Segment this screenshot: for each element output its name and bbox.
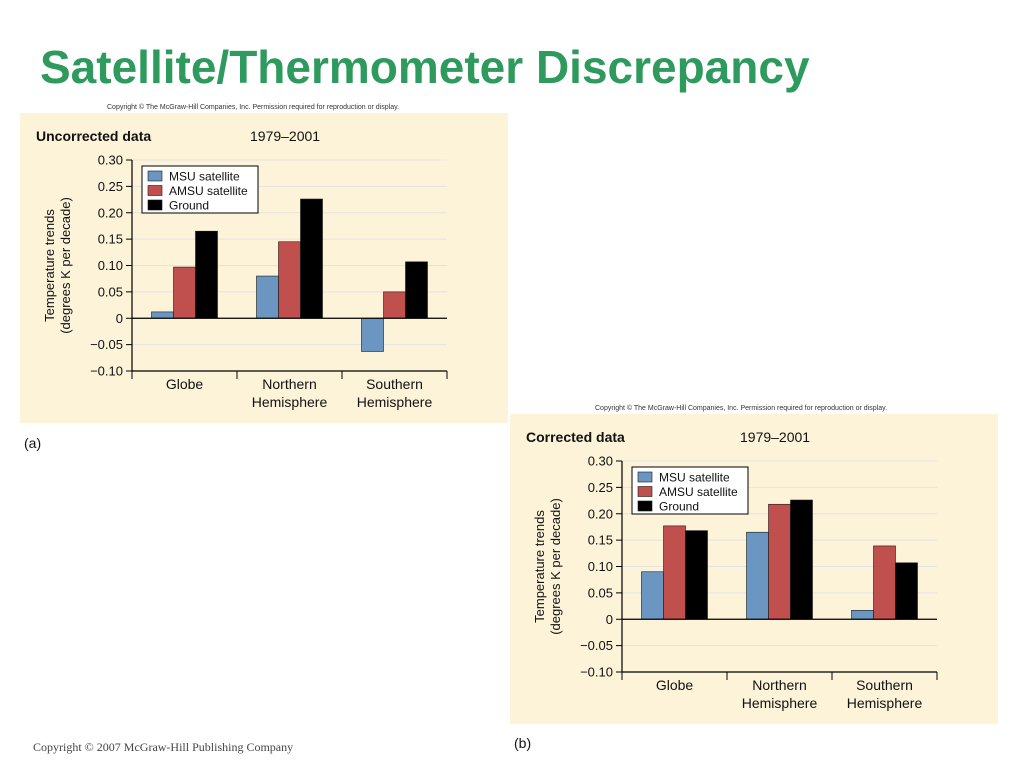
corrected-bar-amsu-satellite [663,525,686,620]
uncorrected-ytick-label: −0.10 [90,364,123,379]
uncorrected-ytick-label: 0 [116,311,123,326]
panel-b-copyright: Copyright © The McGraw-Hill Companies, I… [595,405,888,412]
uncorrected-category-label-line: Hemisphere [357,394,433,410]
corrected-ylabel-line: Temperature trends [532,510,547,623]
corrected-legend-label: MSU satellite [659,471,730,485]
corrected-bar-amsu-satellite [768,503,791,620]
corrected-category-label-line: Southern [856,677,913,693]
uncorrected-legend-swatch [147,199,163,211]
uncorrected-ytick-label: 0.20 [98,205,123,220]
uncorrected-ytick-label: 0.25 [98,179,123,194]
corrected-bar-ground [895,562,918,620]
corrected-legend-swatch [637,486,653,497]
uncorrected-bar-ground [405,261,428,319]
corrected-chart: Corrected data 1979–2001 0.30 0.25 0.20 0.15 0… [510,414,998,724]
uncorrected-category-label-line: Globe [166,376,204,392]
uncorrected-bar-ground [195,230,218,319]
corrected-ytick-label: −0.05 [580,638,613,653]
corrected-ytick-label: 0.10 [588,559,613,574]
uncorrected-ylabel: Temperature trends(degrees K per decade) [42,197,73,334]
uncorrected-legend-swatch [147,170,163,182]
uncorrected-bar-amsu-satellite [173,266,196,319]
uncorrected-bar-ground [300,198,323,319]
corrected-ylabel: Temperature trends(degrees K per decade) [532,498,563,635]
uncorrected-title: Uncorrected data [36,128,151,144]
uncorrected-category-label-line: Hemisphere [252,394,328,410]
corrected-ytick-label: 0.05 [588,585,613,600]
panel-a-label: (a) [24,435,42,451]
uncorrected-chart-panel: Uncorrected data 1979–2001 0.30 0.25 0.20 0.1… [20,113,508,423]
corrected-ytick-label: 0.15 [588,533,613,548]
corrected-category-label: Southern Hemisphere [847,677,923,711]
uncorrected-chart: Uncorrected data 1979–2001 0.30 0.25 0.20 0.1… [20,113,508,423]
corrected-ylabel-line: (degrees K per decade) [548,498,563,635]
uncorrected-legend-label: Ground [169,199,209,213]
uncorrected-bar-amsu-satellite [278,241,301,319]
corrected-bar-ground [790,499,813,620]
uncorrected-ytick-label: 0.15 [98,232,123,247]
panel-b-label: (b) [514,735,532,751]
panel-a-copyright: Copyright © The McGraw-Hill Companies, I… [107,104,400,111]
uncorrected-bar-msu-satellite [151,311,174,319]
corrected-ytick-label: 0.30 [588,454,613,469]
corrected-ytick-label: 0.25 [588,480,613,495]
uncorrected-legend-swatch [147,185,163,196]
corrected-legend-swatch [637,471,653,483]
corrected-legend-label: AMSU satellite [659,485,738,499]
uncorrected-bar-amsu-satellite [383,291,406,319]
slide-title: Satellite/Thermometer Discrepancy [40,41,810,93]
corrected-bar-msu-satellite [746,531,769,620]
uncorrected-bar-msu-satellite [361,317,384,352]
corrected-bar-msu-satellite [851,609,874,620]
uncorrected-category-label: Southern Hemisphere [357,376,433,410]
uncorrected-bar-msu-satellite [256,275,279,319]
corrected-category-label-line: Northern [752,677,806,693]
corrected-category-label-line: Globe [656,677,694,693]
corrected-category-label-line: Hemisphere [742,695,818,711]
corrected-bar-amsu-satellite [873,545,896,620]
uncorrected-ytick-label: 0.05 [98,284,123,299]
uncorrected-category-label-line: Northern [262,376,316,392]
corrected-category-label-line: Hemisphere [847,695,923,711]
corrected-ytick-label: 0.20 [588,506,613,521]
uncorrected-subtitle: 1979–2001 [250,128,320,144]
corrected-bar-msu-satellite [641,571,664,620]
corrected-ytick-label: 0 [606,612,613,627]
corrected-ytick-label: −0.10 [580,665,613,680]
uncorrected-ytick-label: 0.10 [98,258,123,273]
uncorrected-ylabel-line: (degrees K per decade) [58,197,73,334]
corrected-title: Corrected data [526,429,625,445]
corrected-chart-panel: Corrected data 1979–2001 0.30 0.25 0.20 0.15 0… [510,414,998,724]
corrected-legend-swatch [637,500,653,512]
uncorrected-ylabel-line: Temperature trends [42,209,57,322]
corrected-legend-label: Ground [659,500,699,514]
uncorrected-legend-label: AMSU satellite [169,184,248,198]
uncorrected-ytick-label: 0.30 [98,153,123,168]
corrected-category-label: Globe [656,677,694,693]
uncorrected-category-label: Northern Hemisphere [252,376,328,410]
uncorrected-ytick-label: −0.05 [90,337,123,352]
corrected-category-label: Northern Hemisphere [742,677,818,711]
uncorrected-category-label-line: Southern [366,376,423,392]
uncorrected-category-label: Globe [166,376,204,392]
corrected-bar-ground [685,530,708,620]
corrected-subtitle: 1979–2001 [740,429,810,445]
uncorrected-legend-label: MSU satellite [169,170,240,184]
footer-copyright: Copyright © 2007 McGraw-Hill Publishing … [33,740,294,754]
